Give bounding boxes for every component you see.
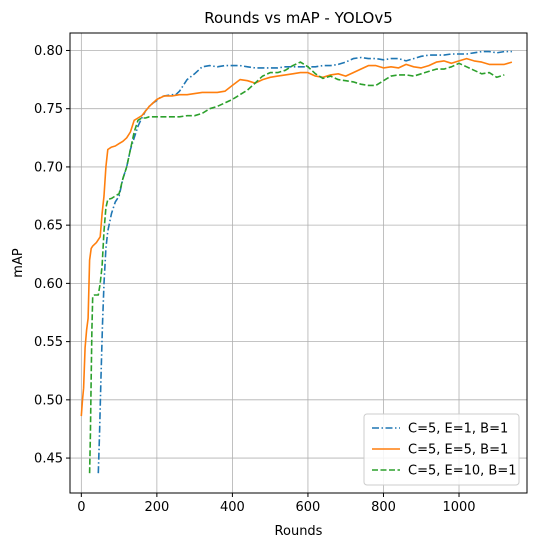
y-tick-label: 0.75 [34,102,63,117]
series-line-3 [88,61,505,474]
y-axis-label: mAP [11,248,26,278]
plot-series [80,50,513,474]
x-axis-label: Rounds [275,524,323,539]
legend-label-3: C=5, E=10, B=1 [408,464,517,479]
y-tick-label: 0.60 [34,277,63,292]
y-axis-ticks: 0.45 0.50 0.55 0.60 0.65 0.70 0.75 0.80 [34,44,70,467]
plot-frame [69,32,528,494]
y-tick-label: 0.65 [34,219,63,234]
x-tick-label: 600 [296,500,321,515]
legend-label-2: C=5, E=5, B=1 [408,443,508,458]
legend-box [363,413,520,486]
x-tick-label: 800 [371,500,396,515]
legend: C=5, E=1, B=1 C=5, E=5, B=1 C=5, E=10, B=1 [363,413,520,486]
y-tick-label: 0.70 [34,160,63,175]
y-tick-label: 0.55 [34,335,63,350]
y-tick-label: 0.45 [34,452,63,467]
grid-lines [70,33,527,493]
x-tick-label: 0 [77,500,85,515]
x-axis-ticks: 0 200 400 600 800 1000 [77,493,476,515]
y-tick-label: 0.50 [34,393,63,408]
x-tick-label: 200 [144,500,169,515]
chart-title: Rounds vs mAP - YOLOv5 [204,9,393,27]
series-line-2 [80,57,513,417]
y-tick-label: 0.80 [34,44,63,59]
legend-label-1: C=5, E=1, B=1 [408,422,508,437]
x-tick-label: 400 [220,500,245,515]
x-tick-label: 1000 [442,500,475,515]
